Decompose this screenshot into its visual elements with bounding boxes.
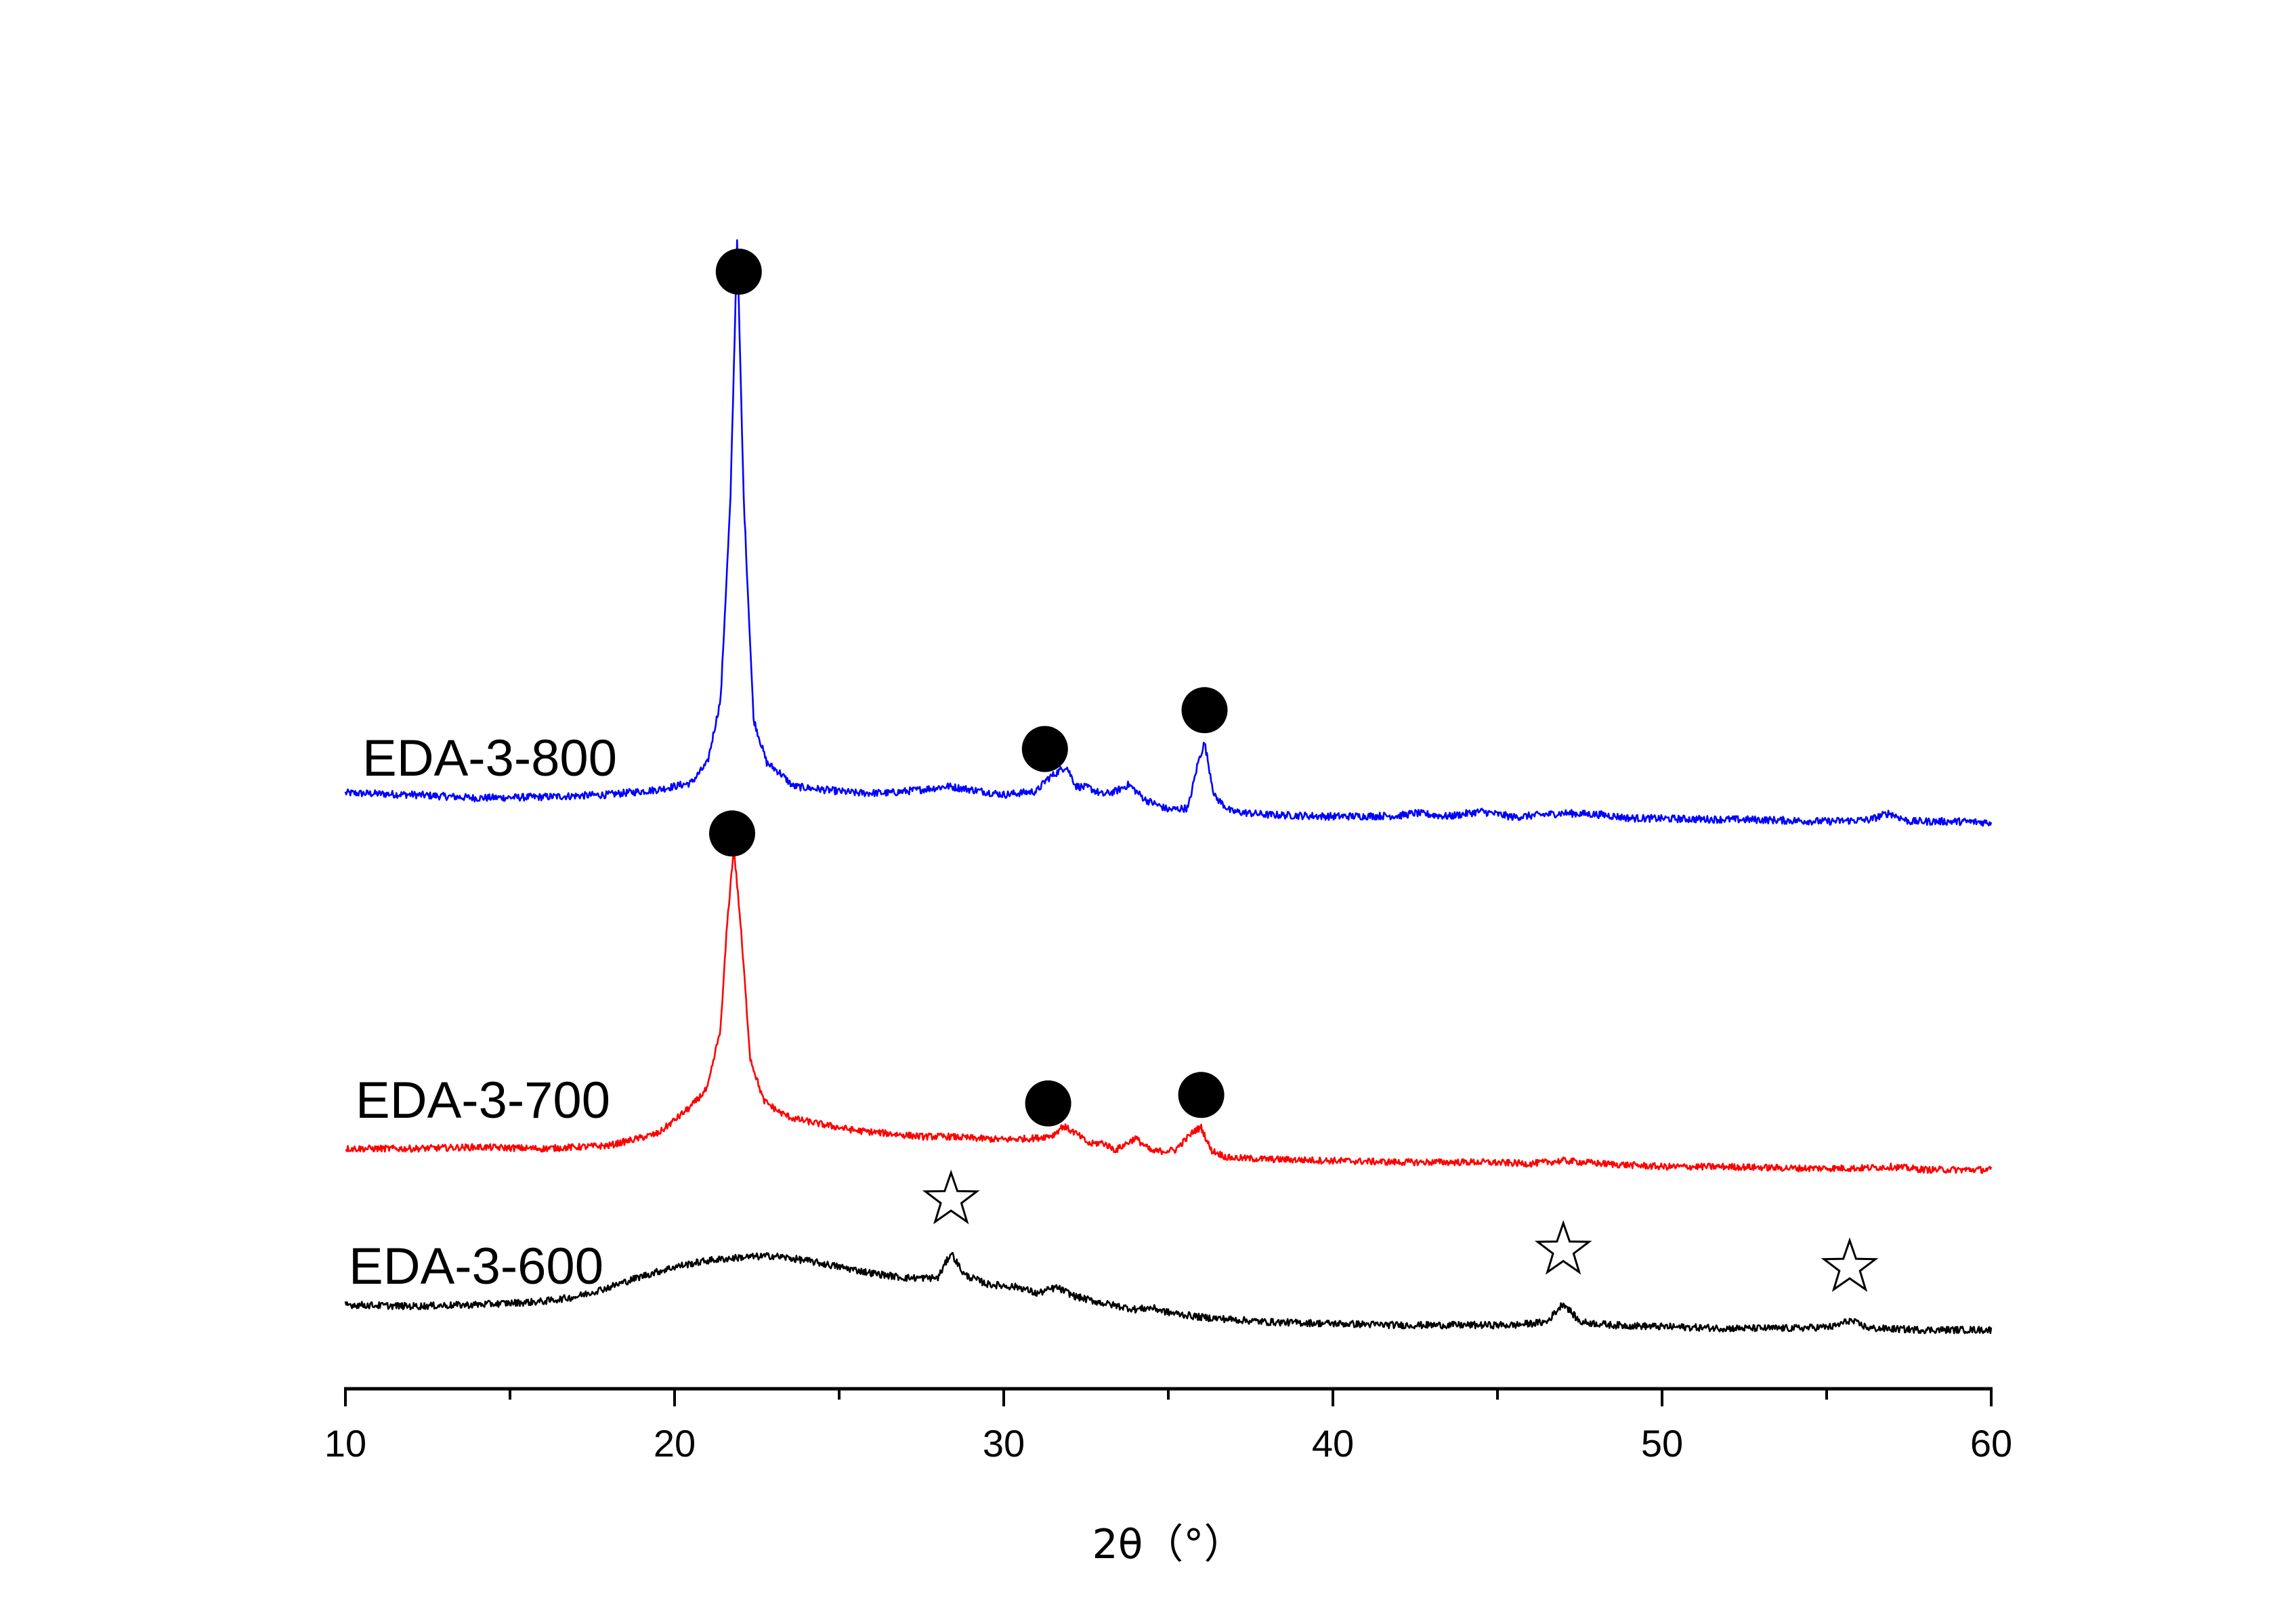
series-labels: EDA-3-800 EDA-3-700 EDA-3-600 — [349, 730, 617, 1295]
peak-marker-star — [922, 1169, 980, 1225]
x-tick-label: 50 — [1641, 1422, 1683, 1465]
peak-marker-circle — [1178, 1072, 1225, 1118]
x-tick-label: 60 — [1970, 1422, 2012, 1465]
peak-marker-circle — [1025, 1080, 1071, 1127]
peak-marker-circle — [1181, 687, 1228, 734]
series-line-eda-3-600 — [344, 1252, 1993, 1335]
x-tick-label: 20 — [654, 1422, 696, 1465]
series-line-eda-3-700 — [345, 845, 1993, 1174]
series-label-eda-3-800: EDA-3-800 — [362, 730, 617, 787]
x-tick-label: 40 — [1312, 1422, 1354, 1465]
peak-marker-circle — [1021, 726, 1068, 772]
series-label-eda-3-600: EDA-3-600 — [349, 1238, 603, 1295]
peak-marker-star — [1821, 1237, 1879, 1293]
x-axis-title: 2θ（°） — [1092, 1521, 1245, 1568]
series-label-eda-3-700: EDA-3-700 — [356, 1072, 610, 1129]
marker-layer — [709, 249, 1879, 1293]
x-axis: 10 20 30 40 50 60 — [324, 1387, 2012, 1465]
peak-marker-circle — [709, 810, 755, 857]
peak-marker-star — [1534, 1219, 1592, 1275]
series-line-eda-3-800 — [344, 239, 1993, 827]
x-tick-label: 10 — [324, 1422, 366, 1465]
series-layer — [344, 239, 1993, 1335]
peak-marker-circle — [715, 249, 762, 295]
x-tick-label: 30 — [983, 1422, 1025, 1465]
